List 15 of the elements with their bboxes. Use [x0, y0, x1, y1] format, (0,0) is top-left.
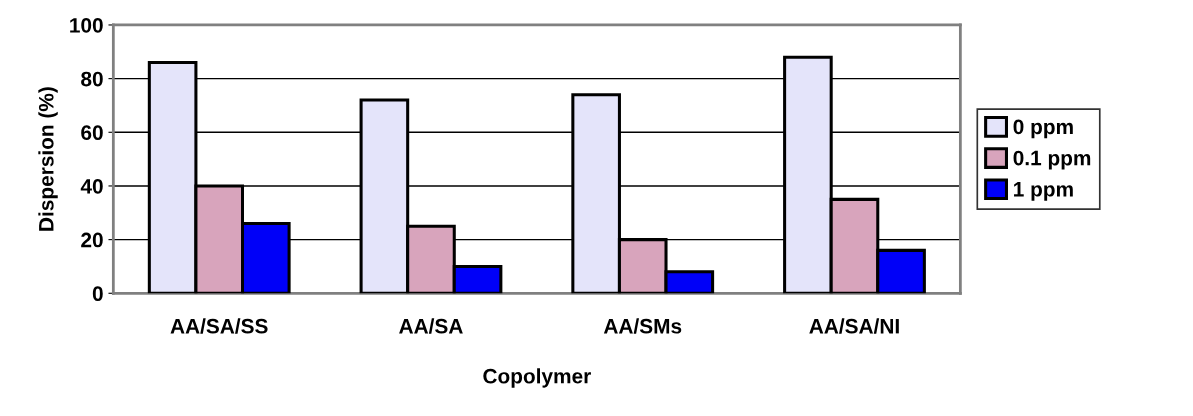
x-tick-label: AA/SMs — [603, 318, 682, 334]
y-tick-label: 0 — [92, 286, 103, 302]
y-tick-label: 80 — [81, 71, 103, 87]
y-tick-label: 20 — [81, 232, 103, 248]
y-axis-title: Dispersion (%) — [38, 87, 58, 231]
x-axis-title: Copolymer — [483, 368, 591, 388]
y-tick-label: 60 — [81, 125, 103, 141]
x-tick-label: AA/SA/SS — [170, 318, 268, 334]
legend-label: 0.1 ppm — [1013, 150, 1091, 170]
y-tick-label: 100 — [70, 17, 103, 33]
legend-label: 1 ppm — [1014, 182, 1073, 201]
x-tick-label: AA/SA/NI — [809, 318, 899, 334]
y-tick-label: 40 — [80, 178, 103, 194]
x-tick-label: AA/SA — [399, 318, 463, 334]
legend-label: 0 ppm — [1013, 119, 1073, 139]
